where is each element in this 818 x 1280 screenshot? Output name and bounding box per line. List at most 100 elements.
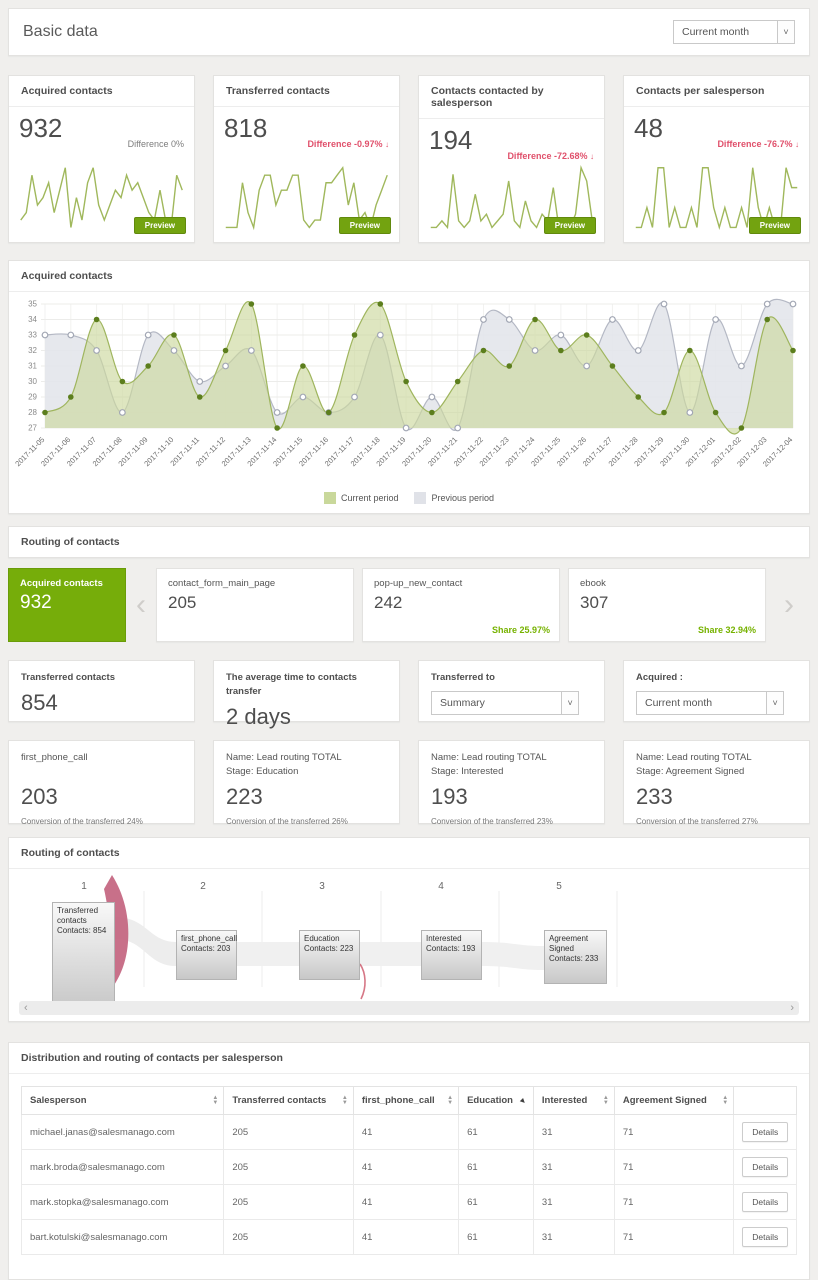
col-salesperson[interactable]: Salesperson ▲ ▼ (20, 1086, 225, 1115)
col-education[interactable]: Education ▼ (458, 1086, 534, 1115)
table-row: bart.kotulski@salesmanago.com 205 41 61 … (20, 1219, 797, 1255)
funnel-stage-1: 1 (81, 881, 87, 892)
sort-icon[interactable]: ▲ ▼ (602, 1094, 609, 1106)
route-card-ebook[interactable]: ebook 307 Share 32.94% (568, 568, 766, 642)
stage-education-card: Name: Lead routing TOTAL Stage: Education… (213, 740, 400, 826)
col-transferred-contacts[interactable]: Transferred contacts ▲ ▼ (223, 1086, 354, 1115)
col-first-phone-call[interactable]: first_phone_call ▲ ▼ (352, 1086, 460, 1115)
table-title: Distribution and routing of contacts per… (9, 1043, 809, 1074)
col-actions (733, 1086, 797, 1115)
kpi-card-acquired-contacts: Acquired contacts 932 Difference 0% Prev… (8, 75, 195, 243)
sort-icon[interactable]: ▲ ▼ (447, 1094, 454, 1106)
page-title: Basic data (23, 23, 98, 40)
svg-text:33: 33 (28, 331, 37, 340)
kpi-card-transferred-contacts: Transferred contacts 818 Difference -0.9… (213, 75, 400, 243)
down-arrow-icon: ↓ (385, 140, 389, 149)
col-agreement-signed[interactable]: Agreement Signed ▲ ▼ (613, 1086, 735, 1115)
svg-text:29: 29 (28, 393, 37, 402)
table-row: mark.stopka@salesmanago.com 205 41 61 31… (20, 1184, 797, 1220)
funnel-ribbons (104, 875, 618, 1000)
svg-text:30: 30 (28, 377, 37, 386)
transferred-contacts-card: Transferred contacts 854 (8, 660, 195, 722)
sort-icon[interactable]: ▲ ▼ (341, 1094, 348, 1106)
transferred-to-select[interactable]: Summary ˅ (431, 691, 580, 715)
sparkline-chart (17, 158, 186, 236)
routing-funnel-chart: 1 2 3 4 5 Transferred contacts Contacts: … (9, 869, 809, 1021)
dashboard-page: Basic data Current month ˅ Acquired cont… (0, 8, 818, 1280)
down-arrow-icon: ↓ (795, 140, 799, 149)
kpi-row: Acquired contacts 932 Difference 0% Prev… (8, 75, 810, 243)
funnel-node-education[interactable]: Education Contacts: 223 (299, 930, 360, 980)
funnel-title: Routing of contacts (9, 838, 809, 869)
kpi-value: 818 (224, 113, 268, 143)
kpi-difference: Difference -0.97% ↓ (307, 139, 389, 149)
acquired-contacts-chart-panel: Acquired contacts 27 28 29 30 31 32 33 34 35 2017… (8, 260, 810, 514)
table-row: michael.janas@salesmanago.com 205 41 61 … (20, 1114, 797, 1150)
carousel-right-chevron-icon[interactable]: › (784, 588, 794, 621)
sort-icon[interactable]: ▲ ▼ (722, 1094, 729, 1106)
kpi-value: 932 (19, 113, 63, 143)
previous-period-swatch (414, 492, 427, 504)
acquired-contacts-chart: 27 28 29 30 31 32 33 34 35 2017-11-05 2017-11-06 20… (9, 292, 809, 489)
preview-button[interactable]: Preview (543, 217, 596, 234)
transferred-to-card: Transferred to Summary ˅ (418, 660, 605, 722)
details-button[interactable]: Details (742, 1227, 789, 1247)
funnel-scrollbar[interactable]: ‹ › (19, 1001, 799, 1015)
kpi-title: Contacts per salesperson (624, 76, 809, 107)
funnel-stage-3: 3 (319, 881, 325, 892)
preview-button[interactable]: Preview (748, 217, 801, 234)
sorted-icon[interactable]: ▼ (516, 1094, 529, 1107)
funnel-stage-5: 5 (556, 881, 562, 892)
acquired-contacts-highlight-card[interactable]: Acquired contacts 932 (8, 568, 126, 642)
select-arrow-icon: ˅ (766, 692, 784, 714)
down-arrow-icon: ↓ (590, 152, 594, 161)
funnel-node-interested[interactable]: Interested Contacts: 193 (421, 930, 482, 980)
sort-icon[interactable]: ▲ ▼ (212, 1094, 219, 1106)
svg-text:35: 35 (28, 300, 37, 309)
details-button[interactable]: Details (742, 1192, 789, 1212)
kpi-card-contacts-contacted: Contacts contacted by salesperson 194 Di… (418, 75, 605, 243)
svg-text:31: 31 (28, 362, 37, 371)
share-label: Share 25.97% (491, 625, 550, 635)
funnel-stage-4: 4 (438, 881, 444, 892)
preview-button[interactable]: Preview (338, 217, 391, 234)
kpi-difference: Difference -72.68% ↓ (507, 151, 594, 161)
sparkline-chart (632, 158, 801, 236)
table-header-row: Salesperson ▲ ▼ Transferred contacts ▲ ▼ fir… (20, 1086, 797, 1115)
salesperson-email: michael.janas@salesmanago.com (20, 1114, 225, 1150)
funnel-node-first-phone-call[interactable]: first_phone_call Contacts: 203 (176, 930, 237, 980)
salesperson-email: bart.kotulski@salesmanago.com (20, 1219, 225, 1255)
share-label: Share 32.94% (697, 625, 756, 635)
route-card-popup[interactable]: pop-up_new_contact 242 Share 25.97% (362, 568, 560, 642)
route-card-contact-form[interactable]: contact_form_main_page 205 (156, 568, 354, 642)
kpi-title: Transferred contacts (214, 76, 399, 107)
kpi-difference: Difference -76.7% ↓ (717, 139, 799, 149)
chart-legend: Current period Previous period (9, 489, 809, 513)
col-interested[interactable]: Interested ▲ ▼ (532, 1086, 615, 1115)
funnel-stage-2: 2 (200, 881, 206, 892)
kpi-card-contacts-per-salesperson: Contacts per salesperson 48 Difference -… (623, 75, 810, 243)
acquired-period-select[interactable]: Current month ˅ (636, 691, 785, 715)
salesperson-email: mark.broda@salesmanago.com (20, 1149, 225, 1185)
salesperson-table-panel: Distribution and routing of contacts per… (8, 1042, 810, 1280)
legend-previous-period: Previous period (414, 492, 494, 504)
period-select[interactable]: Current month ˅ (673, 20, 795, 44)
select-arrow-icon: ˅ (777, 21, 794, 43)
kpi-value: 194 (429, 125, 473, 155)
period-select-value: Current month (682, 26, 750, 38)
transfer-stats-row: Transferred contacts 854 The average tim… (8, 660, 810, 729)
details-button[interactable]: Details (742, 1122, 789, 1142)
stage-stats-row: first_phone_call 203 Conversion of the t… (8, 740, 810, 826)
details-button[interactable]: Details (742, 1157, 789, 1177)
select-arrow-icon: ˅ (561, 692, 579, 714)
table-row: mark.broda@salesmanago.com 205 41 61 31 … (20, 1149, 797, 1185)
stage-agreement-signed-card: Name: Lead routing TOTAL Stage: Agreement… (623, 740, 810, 826)
preview-button[interactable]: Preview (133, 217, 186, 234)
funnel-node-agreement-signed[interactable]: Agreement Signed Contacts: 233 (544, 930, 607, 984)
funnel-node-transferred[interactable]: Transferred contacts Contacts: 854 (52, 902, 115, 1008)
kpi-title: Contacts contacted by salesperson (419, 76, 604, 119)
chart-title: Acquired contacts (9, 261, 809, 292)
svg-text:32: 32 (28, 346, 37, 355)
first-phone-call-card: first_phone_call 203 Conversion of the t… (8, 740, 195, 826)
carousel-left-chevron-icon[interactable]: ‹ (136, 588, 146, 621)
